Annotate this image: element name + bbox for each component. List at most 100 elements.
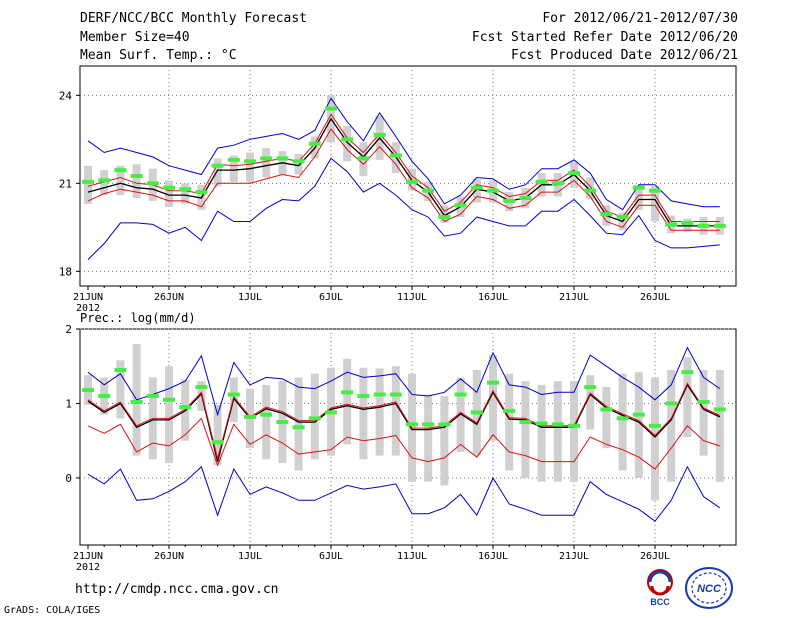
green-marker [616, 416, 629, 421]
ensemble-bar [634, 184, 643, 210]
x-tick-label: 16JUL [478, 551, 508, 562]
green-marker [179, 187, 192, 192]
grads-credit: GrADS: COLA/IGES [4, 605, 101, 616]
green-marker [487, 188, 499, 193]
green-marker [163, 185, 175, 190]
x-tick-label: 21JUN [73, 551, 103, 562]
green-marker [260, 412, 273, 417]
ensemble-bar [472, 178, 481, 203]
green-marker [130, 174, 143, 178]
y-tick-label: 1 [65, 397, 72, 410]
ensemble-bar [683, 357, 692, 437]
x-tick-label: 1JUL [238, 551, 262, 562]
ensemble-bar [359, 367, 368, 460]
x-year-label: 2012 [76, 562, 100, 573]
ensemble-bar [165, 180, 173, 207]
panel-1: 21JUN 26JUN 1JUL 6JUL 11JUL 16JUL 21JUL 26JUL 20… [59, 65, 737, 314]
ensemble-bar [100, 170, 109, 196]
green-marker [146, 181, 159, 186]
green-marker [357, 156, 370, 161]
ensemble-bar [651, 377, 659, 501]
green-marker [325, 410, 337, 415]
green-marker [373, 392, 386, 397]
ensemble-bar [537, 384, 546, 482]
green-marker [665, 401, 678, 406]
ensemble-bar [489, 355, 497, 441]
green-marker [292, 425, 305, 430]
green-marker [292, 159, 305, 164]
ensemble-bar [246, 152, 254, 182]
green-marker [697, 223, 710, 228]
green-marker [227, 157, 240, 162]
ensemble-bar [343, 126, 352, 162]
ensemble-bar [440, 396, 449, 486]
green-marker [406, 422, 418, 427]
green-marker [681, 220, 694, 225]
x-year-label: 2012 [76, 303, 100, 314]
ensemble-bar [181, 183, 190, 204]
x-tick-label: 6JUL [319, 551, 343, 562]
green-marker [454, 203, 467, 208]
data-layer [82, 343, 726, 522]
green-marker [211, 440, 224, 445]
green-marker [503, 408, 516, 413]
green-marker [600, 212, 613, 217]
y-tick-label: 21 [59, 177, 72, 190]
forecast-period: For 2012/06/21-2012/07/30 [542, 11, 738, 26]
green-marker [600, 407, 613, 412]
green-marker [244, 414, 256, 419]
ensemble-bar [634, 372, 643, 478]
member-size: Member Size=40 [80, 30, 190, 45]
ensemble-bar [570, 381, 578, 482]
green-marker [665, 222, 678, 227]
ensemble-bar [651, 186, 659, 222]
ensemble-bar [667, 369, 676, 482]
ensemble-bar [521, 381, 530, 478]
ensemble-bar [586, 177, 595, 200]
source-url[interactable]: http://cmdp.ncc.cma.gov.cn [75, 582, 279, 597]
green-marker [98, 178, 111, 183]
ensemble-bar [229, 155, 238, 182]
green-marker [568, 171, 580, 176]
ensemble-bar [618, 373, 627, 471]
green-marker [454, 392, 467, 397]
green-marker [260, 156, 273, 161]
green-marker [438, 215, 451, 220]
green-marker [325, 106, 337, 111]
green-marker [584, 385, 597, 390]
ensemble-bar [602, 387, 611, 449]
x-tick-label: 26JUN [154, 551, 184, 562]
y-tick-label: 2 [65, 323, 72, 336]
green-marker [551, 422, 564, 427]
green-marker [130, 399, 143, 404]
series-line-upper-red [87, 113, 720, 222]
ensemble-bar [116, 360, 125, 419]
green-marker [649, 188, 661, 193]
y-tick-label: 0 [65, 472, 72, 485]
green-marker [357, 394, 370, 399]
green-marker [389, 392, 402, 397]
bcc-logo-text: BCC [650, 597, 670, 607]
green-marker [568, 423, 580, 428]
ensemble-bar [116, 165, 125, 196]
ensemble-bar [586, 375, 595, 430]
green-marker [276, 420, 289, 425]
x-tick-label: 16JUL [478, 292, 508, 303]
green-marker [438, 422, 451, 427]
green-marker [308, 416, 321, 421]
green-marker [98, 394, 111, 399]
y-tick-label: 24 [59, 89, 73, 102]
x-tick-label: 1JUL [238, 292, 262, 303]
ensemble-bar [213, 158, 222, 187]
ensemble-bar [262, 384, 271, 460]
ensemble-bar [553, 381, 562, 482]
green-marker [406, 179, 418, 184]
ensemble-bar [294, 154, 303, 175]
ensemble-bar [262, 148, 271, 178]
green-marker [519, 420, 532, 425]
panel-2: 21JUN 26JUN 1JUL 6JUL 11JUL 16JUL 21JUL 26JUL20… [65, 323, 737, 573]
green-marker [649, 423, 661, 428]
variable1-label: Mean Surf. Temp.: °C [80, 48, 237, 63]
series-line-upper-blue [87, 97, 720, 211]
